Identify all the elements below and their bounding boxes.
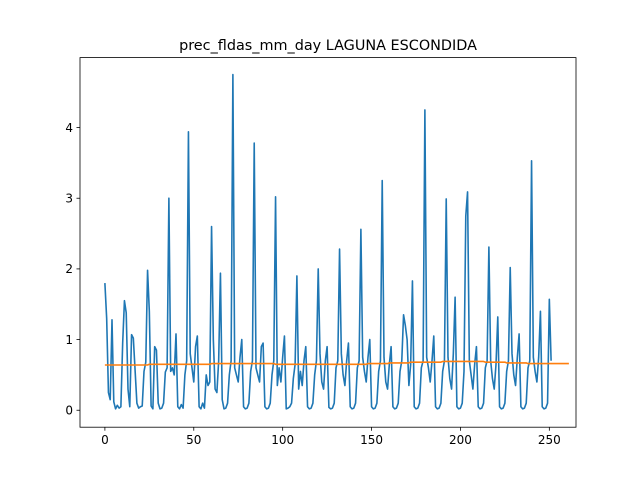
x-tick-label: 200 (449, 433, 472, 447)
ticks-layer: 0 50 100 150 200 250 0 1 2 3 4 (65, 121, 560, 447)
series-line-1 (104, 73, 552, 410)
series-layer (104, 73, 569, 410)
y-tick-label: 3 (65, 192, 73, 206)
x-tick-label: 250 (538, 433, 561, 447)
y-tick-label: 4 (65, 121, 73, 135)
series-line-2 (104, 360, 569, 366)
y-tick-label: 1 (65, 333, 73, 347)
x-tick-label: 0 (101, 433, 109, 447)
y-tick-label: 2 (65, 262, 73, 276)
axes-frame (79, 57, 577, 428)
chart-title: prec_fldas_mm_day LAGUNA ESCONDIDA (179, 38, 477, 54)
x-tick-label: 100 (271, 433, 294, 447)
x-tick-label: 150 (360, 433, 383, 447)
y-tick-label: 0 (65, 404, 73, 418)
x-tick-label: 50 (186, 433, 201, 447)
